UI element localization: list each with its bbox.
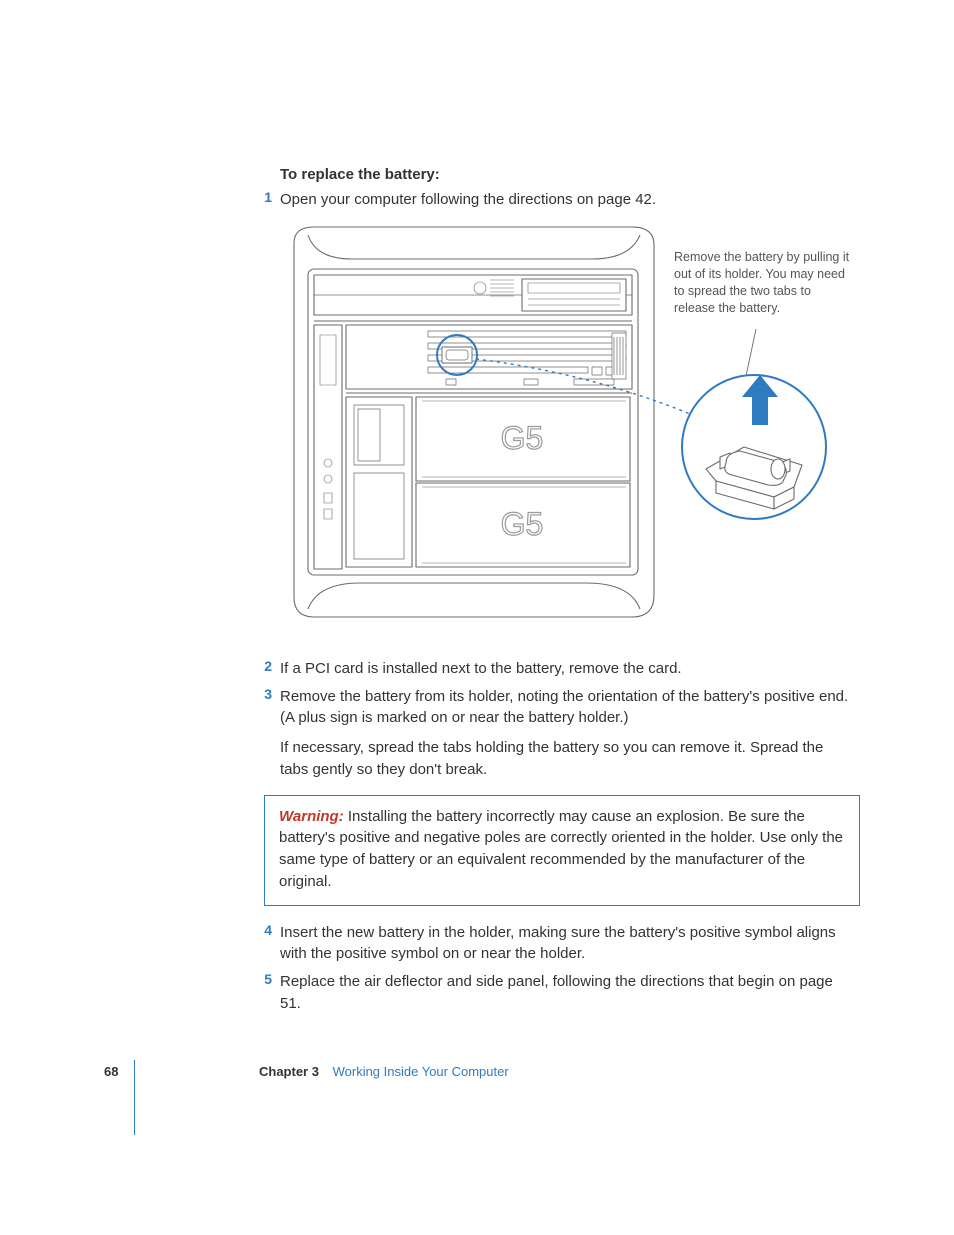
step-number: 4 [254, 922, 272, 938]
step-text: Replace the air deflector and side panel… [280, 971, 855, 1015]
step-text: Remove the battery from its holder, noti… [280, 686, 855, 730]
step-text: If a PCI card is installed next to the b… [280, 658, 682, 680]
step-number: 3 [254, 686, 272, 702]
footer-divider [134, 1060, 135, 1135]
section-heading: To replace the battery: [280, 166, 855, 183]
step-3: 3 Remove the battery from its holder, no… [280, 686, 855, 730]
chapter-label: Chapter 3 [259, 1064, 319, 1079]
step-2: 2 If a PCI card is installed next to the… [280, 658, 855, 680]
battery-detail [682, 375, 826, 519]
page-number: 68 [104, 1064, 118, 1079]
step-text: Insert the new battery in the holder, ma… [280, 922, 855, 966]
step-3-continued: If necessary, spread the tabs holding th… [280, 737, 855, 781]
chapter-ref: Chapter 3 Working Inside Your Computer [259, 1064, 509, 1079]
body-content: To replace the battery: 1 Open your comp… [280, 166, 855, 1021]
warning-box: Warning: Installing the battery incorrec… [264, 795, 860, 906]
figure-callout-text: Remove the battery by pulling it out of … [674, 249, 854, 317]
step-text: Open your computer following the directi… [280, 189, 656, 211]
warning-label: Warning: [279, 808, 344, 825]
page: To replace the battery: 1 Open your comp… [0, 0, 954, 1235]
step-number: 5 [254, 971, 272, 987]
step-5: 5 Replace the air deflector and side pan… [280, 971, 855, 1015]
cpu-label-1: G5 [501, 420, 544, 456]
warning-text: Installing the battery incorrectly may c… [279, 808, 843, 890]
step-1: 1 Open your computer following the direc… [280, 189, 855, 211]
cpu-label-2: G5 [501, 506, 544, 542]
computer-chassis [294, 227, 654, 617]
step-4: 4 Insert the new battery in the holder, … [280, 922, 855, 966]
page-footer: 68 Chapter 3 Working Inside Your Compute… [104, 1064, 864, 1084]
step-number: 1 [254, 189, 272, 205]
chapter-title: Working Inside Your Computer [333, 1064, 509, 1079]
step-number: 2 [254, 658, 272, 674]
figure-battery-diagram: G5 G5 [274, 225, 864, 640]
battery-holder-on-board [442, 347, 472, 363]
